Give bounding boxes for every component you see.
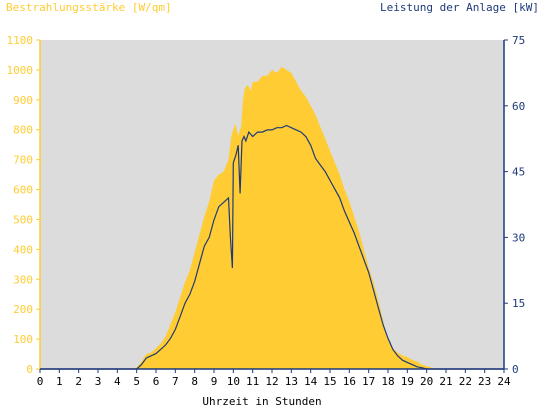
left-tick-label: 200 [13,303,33,316]
x-tick-label: 24 [497,375,511,388]
x-tick-label: 4 [114,375,121,388]
left-axis-title: Bestrahlungsstärke [W/qm] [6,1,172,14]
x-tick-label: 12 [265,375,278,388]
x-tick-label: 2 [75,375,82,388]
left-tick-label: 0 [26,363,33,376]
x-tick-label: 13 [285,375,298,388]
axes-layer: 0100200300400500600700800900100011000153… [7,34,526,388]
right-tick-label: 75 [512,34,525,47]
left-tick-label: 900 [13,94,33,107]
right-axis-title: Leistung der Anlage [kW] [380,1,539,14]
x-tick-label: 14 [304,375,318,388]
x-tick-label: 19 [401,375,414,388]
x-axis-title: Uhrzeit in Stunden [202,395,321,408]
x-tick-label: 11 [246,375,259,388]
x-tick-label: 10 [227,375,240,388]
x-tick-label: 21 [439,375,452,388]
x-tick-label: 18 [381,375,394,388]
left-tick-label: 600 [13,184,33,197]
x-tick-label: 17 [362,375,375,388]
right-tick-label: 30 [512,231,525,244]
power-line [40,124,504,370]
left-tick-label: 1100 [7,34,34,47]
x-tick-label: 23 [478,375,491,388]
left-tick-label: 700 [13,154,33,167]
left-tick-label: 500 [13,213,33,226]
left-tick-label: 300 [13,273,33,286]
x-tick-label: 0 [37,375,44,388]
x-tick-label: 5 [133,375,140,388]
irradiance-area [40,66,504,370]
left-tick-label: 400 [13,243,33,256]
x-tick-label: 9 [211,375,218,388]
x-tick-label: 22 [459,375,472,388]
x-tick-label: 15 [323,375,336,388]
left-tick-label: 100 [13,333,33,346]
x-tick-label: 1 [56,375,63,388]
x-tick-label: 6 [153,375,160,388]
series-layer [40,66,504,370]
x-tick-label: 20 [420,375,433,388]
x-tick-label: 8 [191,375,198,388]
right-tick-label: 0 [512,363,519,376]
x-tick-label: 16 [343,375,356,388]
left-tick-label: 800 [13,124,33,137]
right-tick-label: 60 [512,100,525,113]
right-tick-label: 15 [512,297,525,310]
right-tick-label: 45 [512,166,525,179]
left-tick-label: 1000 [7,64,34,77]
x-tick-label: 7 [172,375,179,388]
x-tick-label: 3 [95,375,102,388]
